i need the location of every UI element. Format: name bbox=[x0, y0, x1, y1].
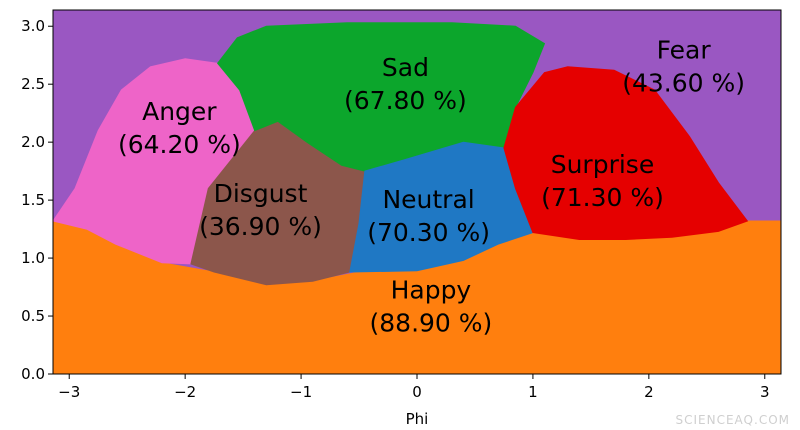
x-tick-label: −3 bbox=[58, 383, 80, 401]
region-accuracy-disgust: (36.90 %) bbox=[199, 212, 322, 241]
x-tick-label: 3 bbox=[760, 383, 770, 401]
region-labels: Fear (43.60 %) Happy (88.90 %) Anger (64.20 %… bbox=[118, 35, 745, 337]
region-accuracy-surprise: (71.30 %) bbox=[541, 183, 664, 212]
y-tick-label: 2.0 bbox=[21, 133, 45, 151]
x-axis-title: Phi bbox=[406, 410, 429, 428]
x-tick-label: 1 bbox=[528, 383, 538, 401]
region-label-sad: Sad bbox=[382, 53, 429, 82]
region-label-neutral: Neutral bbox=[382, 185, 474, 214]
region-accuracy-neutral: (70.30 %) bbox=[367, 218, 490, 247]
x-tick-label: −1 bbox=[290, 383, 312, 401]
y-tick-label: 1.5 bbox=[21, 191, 45, 209]
y-axis: 0.0 0.5 1.0 1.5 2.0 2.5 3.0 bbox=[21, 17, 53, 383]
region-surprise bbox=[503, 66, 749, 240]
region-label-fear: Fear bbox=[657, 35, 712, 64]
watermark-text: SCIENCEAQ.COM bbox=[676, 413, 791, 427]
region-label-surprise: Surprise bbox=[551, 150, 655, 179]
x-tick-label: 2 bbox=[644, 383, 654, 401]
x-tick-label: −2 bbox=[174, 383, 196, 401]
x-tick-label: 0 bbox=[412, 383, 422, 401]
region-label-happy: Happy bbox=[391, 275, 472, 304]
region-neutral bbox=[349, 141, 534, 273]
y-tick-label: 1.0 bbox=[21, 249, 45, 267]
y-tick-label: 3.0 bbox=[21, 17, 45, 35]
region-label-disgust: Disgust bbox=[214, 179, 308, 208]
regions-layer bbox=[53, 10, 781, 374]
region-accuracy-happy: (88.90 %) bbox=[370, 308, 493, 337]
region-accuracy-fear: (43.60 %) bbox=[622, 68, 745, 97]
y-tick-label: 2.5 bbox=[21, 75, 45, 93]
y-tick-label: 0.5 bbox=[21, 307, 45, 325]
x-axis: −3 −2 −1 0 1 2 3 bbox=[58, 374, 770, 401]
region-accuracy-sad: (67.80 %) bbox=[344, 86, 467, 115]
region-accuracy-anger: (64.20 %) bbox=[118, 130, 241, 159]
region-label-anger: Anger bbox=[142, 97, 217, 126]
y-tick-label: 0.0 bbox=[21, 365, 45, 383]
